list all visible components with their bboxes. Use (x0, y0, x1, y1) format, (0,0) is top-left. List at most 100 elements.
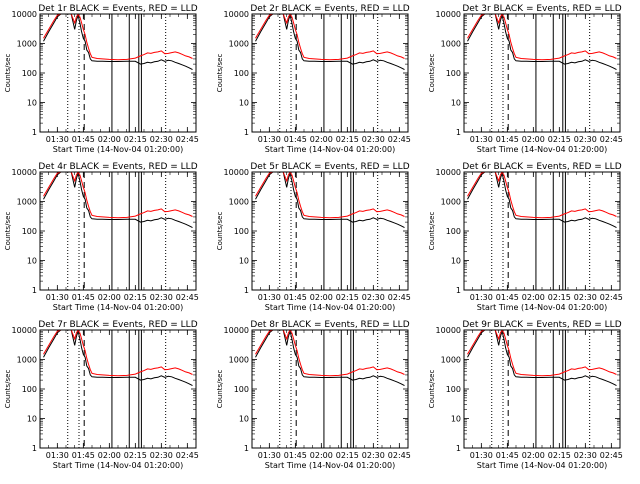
x-axis-label: Start Time (14-Nov-04 01:20:00) (265, 461, 395, 470)
plot-frame (251, 171, 409, 291)
x-tick-label: 01:30 (258, 293, 281, 302)
chart-title: Det 2r BLACK = Events, RED = LLD (250, 4, 409, 14)
y-tick-label: 1000 (17, 356, 37, 365)
x-tick-label: 02:45 (388, 135, 411, 144)
y-tick-label: 10000 (12, 10, 37, 19)
chart-title: Det 8r BLACK = Events, RED = LLD (250, 320, 409, 330)
x-axis-label: Start Time (14-Nov-04 01:20:00) (53, 145, 183, 154)
plot-frame (463, 329, 621, 449)
y-tick-label: 10 (27, 415, 37, 424)
series-line-events (467, 172, 617, 229)
series-line-lld (43, 330, 193, 377)
x-tick-label: 01:45 (496, 293, 519, 302)
chart-title: Det 1r BLACK = Events, RED = LLD (38, 4, 197, 14)
y-tick-label: 1000 (17, 198, 37, 207)
x-tick-label: 02:30 (574, 451, 597, 460)
x-tick-label: 02:45 (176, 293, 199, 302)
plot-frame (39, 329, 197, 449)
y-tick-label: 10 (27, 99, 37, 108)
x-tick-label: 02:15 (124, 451, 147, 460)
x-tick-label: 02:15 (548, 135, 571, 144)
y-tick-label: 1000 (229, 40, 249, 49)
y-tick-label: 1000 (229, 198, 249, 207)
x-axis-label: Start Time (14-Nov-04 01:20:00) (265, 303, 395, 312)
y-tick-label: 1 (32, 444, 37, 453)
chart-title: Det 6r BLACK = Events, RED = LLD (462, 162, 621, 172)
x-tick-label: 02:15 (124, 293, 147, 302)
y-tick-label: 1000 (17, 40, 37, 49)
y-axis-label: Counts/sec (4, 54, 12, 93)
x-tick-label: 01:45 (284, 451, 307, 460)
chart-title: Det 4r BLACK = Events, RED = LLD (38, 162, 197, 172)
x-tick-label: 02:30 (362, 135, 385, 144)
chart-panel-4: Det 4r BLACK = Events, RED = LLD Counts/s… (4, 162, 199, 312)
plot-frame (39, 171, 197, 291)
y-tick-label: 10 (451, 415, 461, 424)
x-tick-label: 02:30 (574, 135, 597, 144)
x-tick-label: 02:00 (310, 293, 333, 302)
y-tick-label: 10000 (436, 10, 461, 19)
y-axis-label: Counts/sec (428, 212, 436, 251)
y-tick-label: 10000 (224, 10, 249, 19)
x-tick-label: 02:00 (98, 135, 121, 144)
y-tick-label: 10 (239, 99, 249, 108)
plot-frame (463, 171, 621, 291)
x-tick-label: 01:30 (470, 293, 493, 302)
x-tick-label: 02:00 (522, 451, 545, 460)
chart-panel-5: Det 5r BLACK = Events, RED = LLD Counts/s… (216, 162, 411, 312)
x-tick-label: 02:45 (600, 451, 623, 460)
series-line-events (43, 172, 193, 229)
y-tick-label: 10 (27, 257, 37, 266)
x-tick-label: 02:45 (600, 135, 623, 144)
x-tick-label: 01:30 (470, 451, 493, 460)
y-tick-label: 100 (234, 385, 249, 394)
series-line-lld (467, 14, 617, 61)
y-axis-label: Counts/sec (216, 54, 224, 93)
y-tick-label: 1 (456, 444, 461, 453)
x-tick-label: 02:30 (362, 451, 385, 460)
series-line-lld (43, 172, 193, 219)
x-tick-label: 01:30 (258, 135, 281, 144)
chart-title: Det 5r BLACK = Events, RED = LLD (250, 162, 409, 172)
y-tick-label: 10 (451, 99, 461, 108)
chart-title: Det 3r BLACK = Events, RED = LLD (462, 4, 621, 14)
y-tick-label: 1 (244, 444, 249, 453)
y-tick-label: 1000 (229, 356, 249, 365)
plot-frame (251, 13, 409, 133)
plot-frame (251, 329, 409, 449)
y-tick-label: 1000 (441, 40, 461, 49)
x-tick-label: 02:00 (310, 135, 333, 144)
x-tick-label: 01:30 (46, 451, 69, 460)
y-tick-label: 10 (451, 257, 461, 266)
y-tick-label: 10000 (12, 326, 37, 335)
x-tick-label: 02:15 (336, 135, 359, 144)
y-tick-label: 10000 (12, 168, 37, 177)
chart-panel-7: Det 7r BLACK = Events, RED = LLD Counts/s… (4, 320, 199, 470)
y-tick-label: 1 (32, 286, 37, 295)
series-line-lld (255, 14, 405, 61)
x-tick-label: 02:30 (150, 451, 173, 460)
series-line-lld (467, 172, 617, 219)
chart-panel-1: Det 1r BLACK = Events, RED = LLD Counts/s… (4, 4, 199, 154)
series-line-events (43, 14, 193, 71)
x-tick-label: 02:45 (600, 293, 623, 302)
x-tick-label: 02:15 (336, 293, 359, 302)
series-line-events (255, 14, 405, 71)
y-tick-label: 10 (239, 415, 249, 424)
x-tick-label: 01:45 (72, 293, 95, 302)
x-tick-label: 01:45 (284, 135, 307, 144)
series-line-lld (255, 330, 405, 377)
y-tick-label: 100 (22, 227, 37, 236)
x-tick-label: 01:45 (72, 135, 95, 144)
y-tick-label: 100 (446, 385, 461, 394)
y-axis-label: Counts/sec (4, 212, 12, 251)
x-axis-label: Start Time (14-Nov-04 01:20:00) (477, 145, 607, 154)
x-tick-label: 02:00 (522, 135, 545, 144)
y-tick-label: 100 (22, 69, 37, 78)
y-tick-label: 1 (456, 128, 461, 137)
series-line-events (467, 14, 617, 71)
series-line-events (43, 330, 193, 387)
x-tick-label: 02:00 (98, 293, 121, 302)
x-tick-label: 02:30 (150, 135, 173, 144)
